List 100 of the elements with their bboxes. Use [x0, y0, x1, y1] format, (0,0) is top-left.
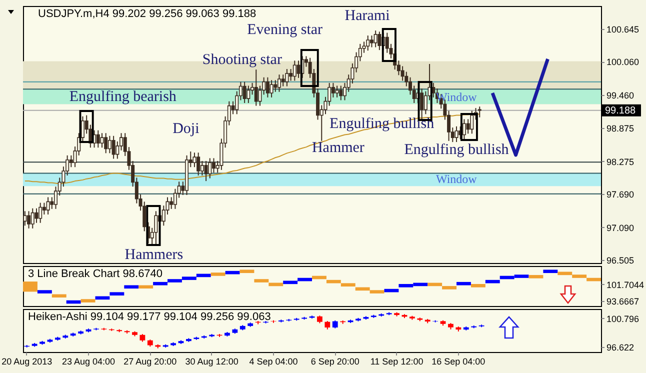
y-tick-label: 97.690	[606, 189, 634, 200]
annotation: Evening star	[247, 22, 323, 38]
bar	[543, 270, 558, 274]
annotation: Engulfing bullish	[330, 116, 435, 132]
candlestick	[370, 35, 374, 48]
candlestick	[285, 68, 289, 87]
annotation: Engulfing bearish	[69, 89, 177, 105]
bar	[124, 285, 139, 289]
annotation: Engulfing bullish	[404, 142, 510, 158]
bar	[37, 290, 52, 294]
y-tick-label: 100.796	[606, 314, 640, 324]
bar	[254, 279, 269, 282]
y-tick-label: 98.875	[606, 123, 634, 134]
candlestick	[170, 196, 174, 210]
x-tick-label: 27 Aug 20:00	[124, 356, 177, 366]
bar	[528, 275, 544, 278]
x-tick-label: 20 Aug 2013	[2, 356, 52, 366]
annotation: Doji	[172, 121, 200, 137]
bar	[23, 282, 38, 292]
candlestick	[246, 85, 250, 104]
candlestick	[378, 31, 382, 51]
annotation: Hammers	[124, 247, 184, 263]
candlestick	[112, 135, 116, 160]
bar	[485, 280, 500, 284]
y-tick-label: 101.7044	[606, 280, 644, 290]
x-tick-label: 6 Sep 20:00	[310, 356, 360, 366]
candlestick	[366, 35, 370, 52]
candlestick	[270, 80, 274, 98]
annotation: Shooting star	[202, 52, 282, 68]
candlestick	[46, 196, 50, 215]
y-tick-label: 97.090	[606, 222, 634, 233]
candlestick	[278, 74, 281, 92]
x-tick-label: 23 Aug 04:00	[62, 356, 116, 366]
bar	[110, 292, 124, 296]
candlestick	[69, 154, 73, 168]
bar	[312, 276, 326, 280]
bar	[210, 272, 226, 276]
bar	[225, 270, 240, 274]
candlestick	[281, 74, 285, 87]
candlestick	[462, 118, 466, 140]
candlestick	[296, 60, 300, 78]
candlestick	[254, 69, 258, 106]
candlestick	[200, 160, 204, 176]
annotation: Hammer	[312, 140, 364, 156]
candlestick	[258, 85, 262, 106]
candlestick	[100, 132, 104, 148]
y-tick-label: 96.505	[606, 255, 634, 266]
band-label: Window	[436, 172, 478, 186]
bar	[240, 270, 254, 274]
candlestick	[208, 158, 212, 179]
candlestick	[292, 60, 296, 82]
bar	[80, 299, 96, 302]
candlestick	[104, 132, 108, 154]
candlestick	[116, 140, 120, 160]
y-tick-label: 99.460	[606, 90, 634, 101]
candlestick	[196, 152, 200, 176]
bar	[456, 282, 471, 286]
ref-line-label: 99.188	[605, 105, 636, 116]
bar	[326, 280, 341, 284]
candlestick	[470, 110, 474, 134]
chart-title: 3 Line Break Chart 98.6740	[28, 268, 163, 280]
bar	[428, 282, 442, 286]
candlestick	[289, 68, 293, 82]
annotation: Harami	[344, 8, 390, 24]
bar	[66, 300, 81, 304]
candlestick	[27, 210, 31, 229]
bar	[470, 284, 486, 288]
bar	[268, 282, 284, 286]
candlestick	[34, 208, 38, 224]
y-tick-label: 98.275	[606, 156, 634, 167]
candlestick	[335, 85, 339, 98]
candlestick	[96, 130, 100, 148]
bar	[442, 286, 456, 290]
y-tick-label: 100.645	[606, 24, 640, 35]
candlestick	[339, 85, 343, 101]
candlestick	[266, 76, 270, 98]
x-tick-label: 4 Sep 04:00	[249, 356, 298, 366]
y-tick-label: 96.622	[606, 342, 634, 353]
y-tick-label: 100.060	[606, 57, 640, 68]
candlestick	[192, 152, 196, 168]
candlestick	[154, 210, 158, 246]
candlestick	[478, 106, 482, 118]
bar	[340, 283, 356, 286]
candlestick	[242, 81, 246, 104]
x-tick-label: 16 Sep 04:00	[432, 356, 486, 366]
candlestick	[331, 82, 335, 98]
x-tick-label: 11 Sep 12:00	[370, 356, 424, 366]
x-tick-label: 30 Aug 12:00	[185, 356, 238, 366]
candlestick	[42, 202, 46, 215]
bar	[586, 278, 601, 282]
candlestick	[108, 135, 112, 154]
candlestick	[274, 80, 278, 92]
candlestick	[38, 202, 42, 224]
bar	[52, 294, 66, 298]
candlestick	[374, 30, 378, 48]
candlestick	[30, 208, 34, 229]
chart-title: USDJPY.m,H4 99.202 99.256 99.063 99.188	[38, 8, 256, 20]
candlestick	[212, 158, 216, 174]
candlestick	[466, 118, 470, 134]
chart-title: Heiken-Ashi 99.104 99.177 99.104 99.256 99.063	[28, 311, 271, 323]
